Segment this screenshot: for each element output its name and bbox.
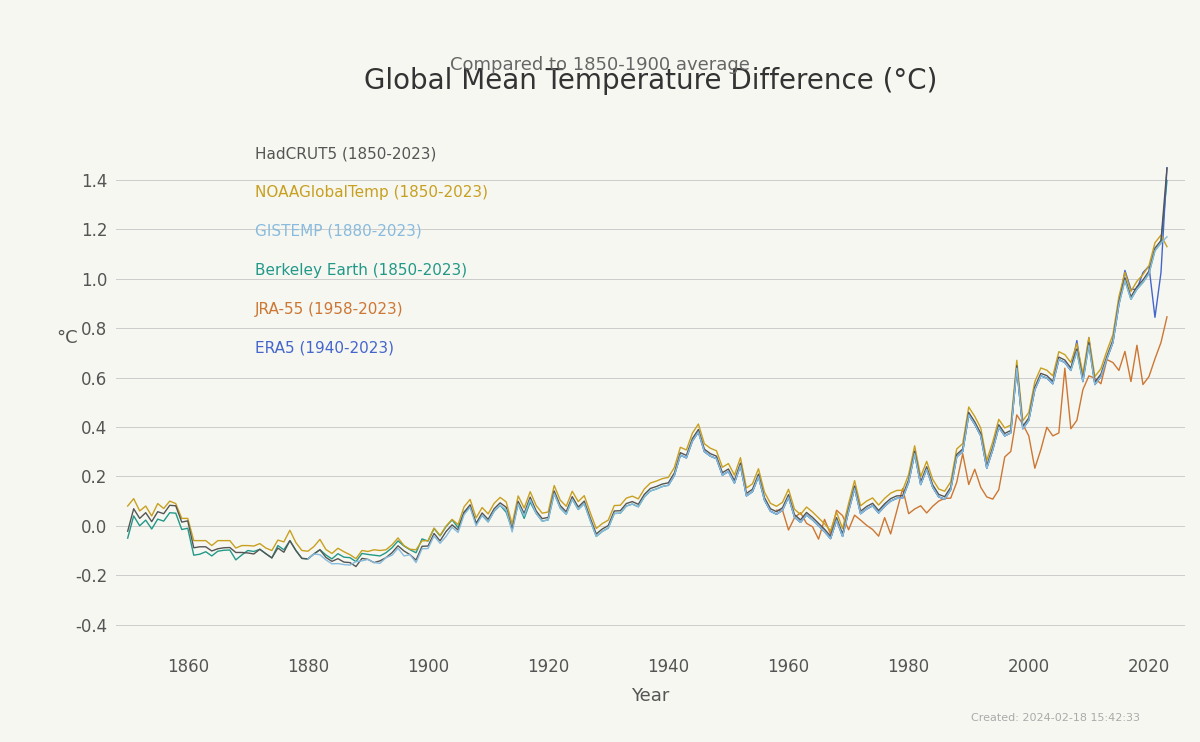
Text: JRA-55 (1958-2023): JRA-55 (1958-2023) <box>254 302 403 317</box>
X-axis label: Year: Year <box>631 687 670 705</box>
Text: Berkeley Earth (1850-2023): Berkeley Earth (1850-2023) <box>254 263 467 278</box>
Text: ERA5 (1940-2023): ERA5 (1940-2023) <box>254 341 394 355</box>
Text: Compared to 1850-1900 average: Compared to 1850-1900 average <box>450 56 750 73</box>
Text: GISTEMP (1880-2023): GISTEMP (1880-2023) <box>254 224 421 239</box>
Text: HadCRUT5 (1850-2023): HadCRUT5 (1850-2023) <box>254 146 436 161</box>
Text: NOAAGlobalTemp (1850-2023): NOAAGlobalTemp (1850-2023) <box>254 185 487 200</box>
Text: Created: 2024-02-18 15:42:33: Created: 2024-02-18 15:42:33 <box>971 714 1140 723</box>
Title: Global Mean Temperature Difference (°C): Global Mean Temperature Difference (°C) <box>364 67 937 95</box>
Y-axis label: °C: °C <box>56 329 78 347</box>
